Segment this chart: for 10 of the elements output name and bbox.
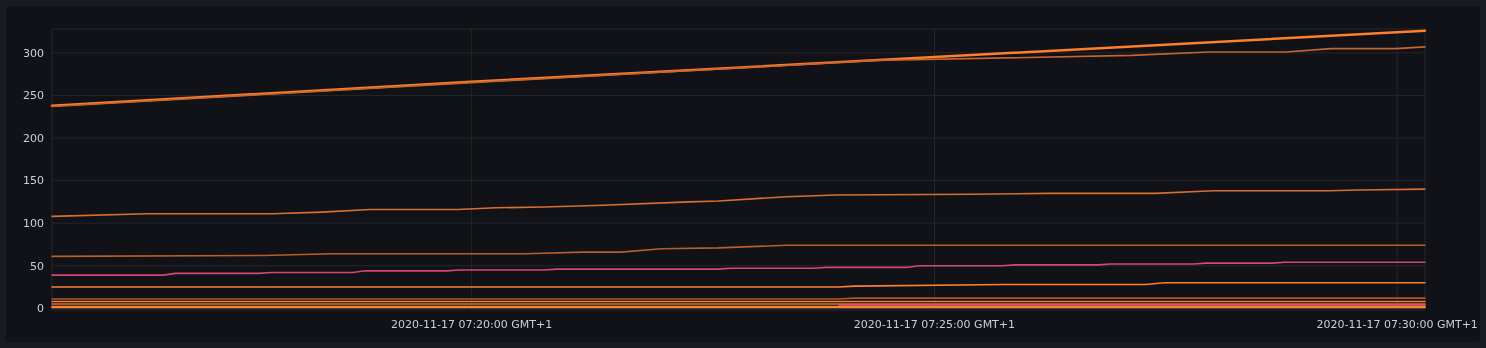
x-tick-label: 2020-11-17 07:20:00 GMT+1 [390,318,553,331]
y-tick-label: 50 [30,259,44,273]
y-tick-label: 200 [23,131,44,145]
x-tick-label: 2020-11-17 07:25:00 GMT+1 [853,318,1016,331]
y-tick-label: 250 [23,89,44,103]
y-tick-label: 300 [23,46,44,60]
y-tick-label: 100 [23,217,44,230]
y-tick-label: 0 [37,302,44,316]
x-tick-label: 2020-11-17 07:30:00 GMT+1 [1316,318,1478,331]
y-tick-label: 150 [23,174,44,188]
